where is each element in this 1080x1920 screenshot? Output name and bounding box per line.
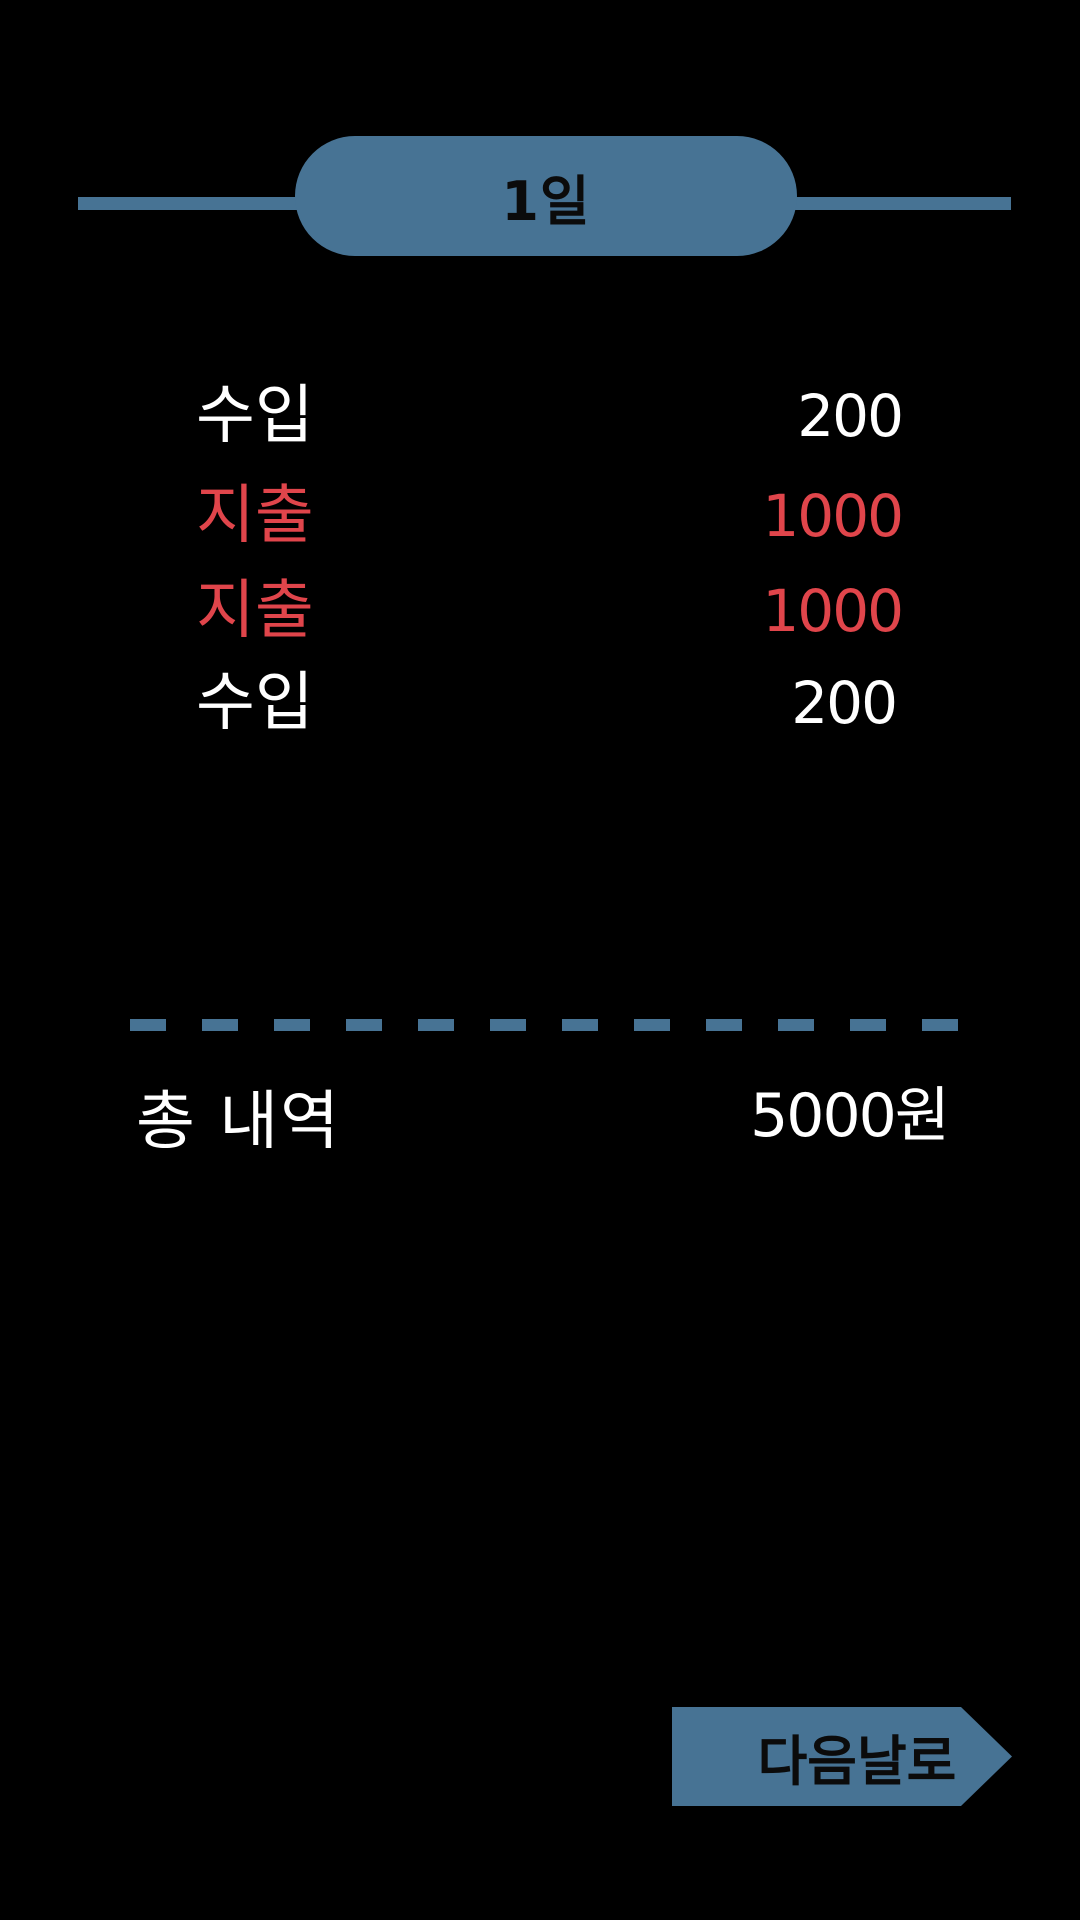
transaction-label: 수입: [196, 379, 314, 453]
next-day-button[interactable]: 다음날로: [672, 1707, 1012, 1806]
transaction-row: 수입 200: [0, 376, 1080, 456]
next-day-button-label: 다음날로: [757, 1730, 957, 1793]
total-value: 5000원: [750, 1081, 950, 1151]
transaction-amount: 1000: [762, 577, 904, 645]
day-header-pill: 1일: [295, 136, 797, 256]
transaction-label: 지출: [196, 479, 314, 553]
transaction-row: 수입 200: [0, 663, 1080, 743]
transaction-row: 지출 1000: [0, 476, 1080, 556]
transaction-label: 지출: [196, 574, 314, 648]
dashed-divider: [130, 1019, 958, 1031]
transaction-amount: 200: [791, 669, 898, 737]
transaction-amount: 200: [797, 382, 904, 450]
day-label: 1일: [501, 169, 591, 233]
transaction-label: 수입: [196, 666, 314, 740]
transaction-row: 지출 1000: [0, 571, 1080, 651]
transaction-amount: 1000: [762, 482, 904, 550]
total-label: 총 내역: [136, 1085, 341, 1159]
